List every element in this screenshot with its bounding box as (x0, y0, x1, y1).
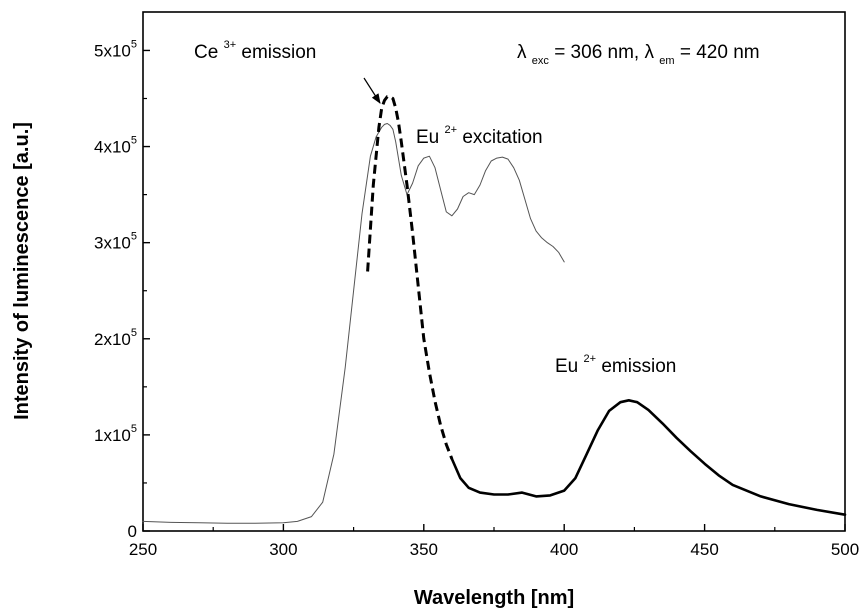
y-tick-label-exp: 5 (131, 231, 137, 243)
eu-excitation-main: Eu (416, 127, 439, 148)
y-tick-label-base: 5x10 (94, 41, 131, 60)
y-tick-label-exp: 5 (131, 38, 137, 50)
eu-excitation-sup: 2+ (445, 124, 458, 136)
x-tick-label: 500 (831, 540, 859, 559)
y-tick-label: 3x105 (94, 231, 137, 253)
series-layer (142, 95, 847, 524)
plot-frame (142, 11, 846, 532)
y-tick-label: 2x105 (94, 327, 137, 349)
conditions-end: = 420 nm (680, 42, 760, 63)
y-tick-label-exp: 5 (131, 423, 137, 435)
y-tick-label: 4x105 (94, 135, 137, 157)
y-axis-title: Intensity of luminescence [a.u.] (11, 122, 33, 420)
x-axis: 250 300 350 400 450 500 (129, 524, 859, 559)
y-tick-label-base: 0 (128, 522, 137, 541)
x-axis-title: Wavelength [nm] (414, 587, 574, 609)
conditions-sub-exc: exc (532, 55, 550, 67)
ce-emission-arrow (363, 77, 381, 104)
conditions-sub-em: em (659, 55, 674, 67)
eu-emission-main: Eu (555, 356, 578, 377)
series-line-2 (366, 95, 454, 460)
conditions-mid: = 306 nm, (554, 42, 644, 63)
eu-excitation-rest: excitation (462, 127, 542, 148)
annotation-ce-emission: Ce 3+ emission (194, 32, 316, 63)
ce-emission-rest: emission (241, 42, 316, 63)
series-line-1 (142, 123, 565, 524)
annotation-eu-emission: Eu 2+ emission (555, 346, 676, 377)
y-tick-label: 5x105 (94, 38, 137, 60)
eu-emission-sup: 2+ (584, 353, 597, 365)
x-tick-label: 450 (690, 540, 718, 559)
x-tick-label: 300 (269, 540, 297, 559)
y-tick-label-exp: 5 (131, 135, 137, 147)
y-tick-label-base: 3x10 (94, 234, 131, 253)
x-tick-label: 350 (410, 540, 438, 559)
annotation-conditions: λ exc = 306 nm, λ em = 420 nm (517, 42, 760, 69)
series-line-3 (450, 399, 847, 516)
y-tick-label-base: 2x10 (94, 330, 131, 349)
eu-emission-rest: emission (601, 356, 676, 377)
annotation-eu-excitation: Eu 2+ excitation (416, 117, 543, 148)
y-tick-label-exp: 5 (131, 327, 137, 339)
y-tick-label: 0 (128, 522, 137, 541)
y-tick-label: 1x105 (94, 423, 137, 445)
x-tick-label: 250 (129, 540, 157, 559)
x-tick-label: 400 (550, 540, 578, 559)
ce-emission-main: Ce (194, 42, 218, 63)
y-tick-label-base: 1x10 (94, 426, 131, 445)
y-tick-label-base: 4x10 (94, 138, 131, 157)
ce-emission-sup: 3+ (224, 39, 237, 51)
conditions-lambda-exc: λ (517, 42, 527, 63)
conditions-lambda-em: λ (645, 42, 655, 63)
